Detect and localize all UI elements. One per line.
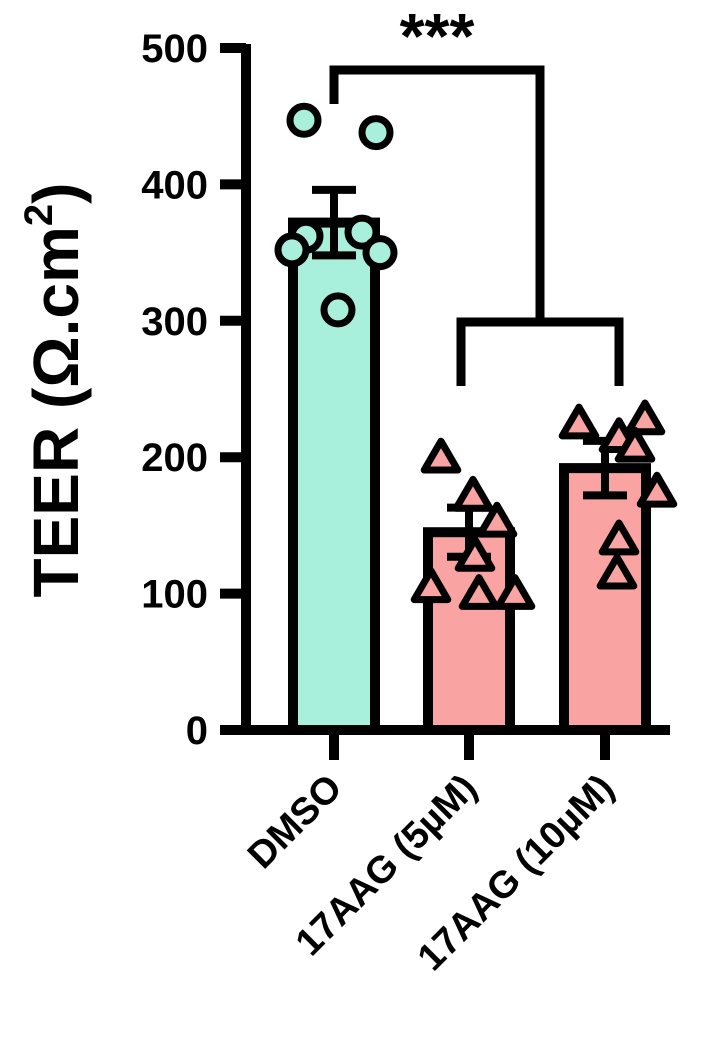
data-point-3-5	[636, 471, 678, 508]
data-point-2-4	[454, 535, 496, 572]
bar-3	[559, 463, 651, 735]
y-tick-label-200: 200	[141, 436, 208, 480]
data-point-2-2	[452, 475, 494, 512]
data-point-1-1	[286, 102, 322, 138]
data-point-2-7	[494, 574, 536, 610]
data-point-2-5	[410, 567, 452, 604]
data-point-3-7	[596, 553, 638, 590]
data-point-3-4	[614, 426, 656, 463]
y-tick-label-400: 400	[141, 163, 208, 207]
y-tick-label-500: 500	[141, 27, 208, 71]
y-axis-title-superscript: 2	[17, 204, 61, 226]
x-category-label-1: DMSO	[240, 767, 350, 877]
data-point-2-6	[458, 574, 500, 610]
y-axis-title: TEER (Ω.cm2)	[17, 183, 92, 598]
data-point-3-6	[598, 519, 640, 556]
sig-bracket-outer	[329, 65, 545, 322]
data-point-1-7	[320, 292, 356, 328]
data-point-3-1	[624, 399, 666, 436]
data-point-1-6	[362, 235, 398, 271]
significance-label: ***	[400, 0, 475, 72]
data-point-1-5	[274, 232, 310, 268]
y-tick-label-100: 100	[141, 573, 208, 617]
sig-bracket-inner	[456, 317, 624, 386]
data-point-3-2	[558, 403, 600, 440]
data-point-2-3	[476, 501, 518, 538]
y-tick-label-300: 300	[141, 300, 208, 344]
y-tick-label-0: 0	[186, 709, 208, 753]
data-point-2-1	[420, 437, 462, 474]
data-point-1-2	[358, 115, 394, 151]
